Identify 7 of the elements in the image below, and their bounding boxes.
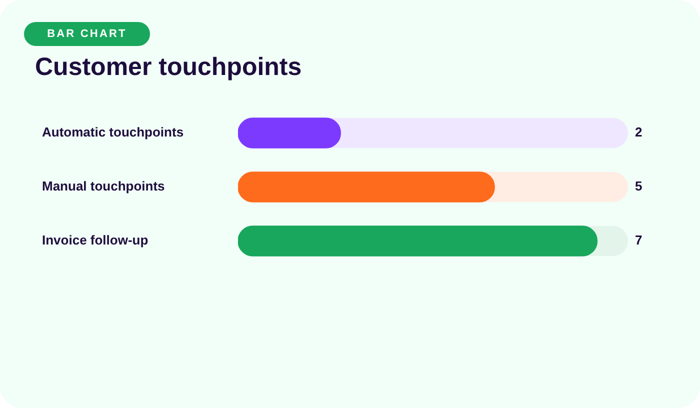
y-tick-label: Invoice follow-up — [42, 232, 148, 248]
data-label: 7 — [635, 232, 642, 248]
y-tick-label: Automatic touchpoints — [42, 124, 184, 140]
chart-title: Customer touchpoints — [35, 53, 302, 82]
data-label: 5 — [635, 178, 642, 194]
data-label: 2 — [635, 124, 642, 140]
y-tick-label: Manual touchpoints — [42, 178, 165, 194]
